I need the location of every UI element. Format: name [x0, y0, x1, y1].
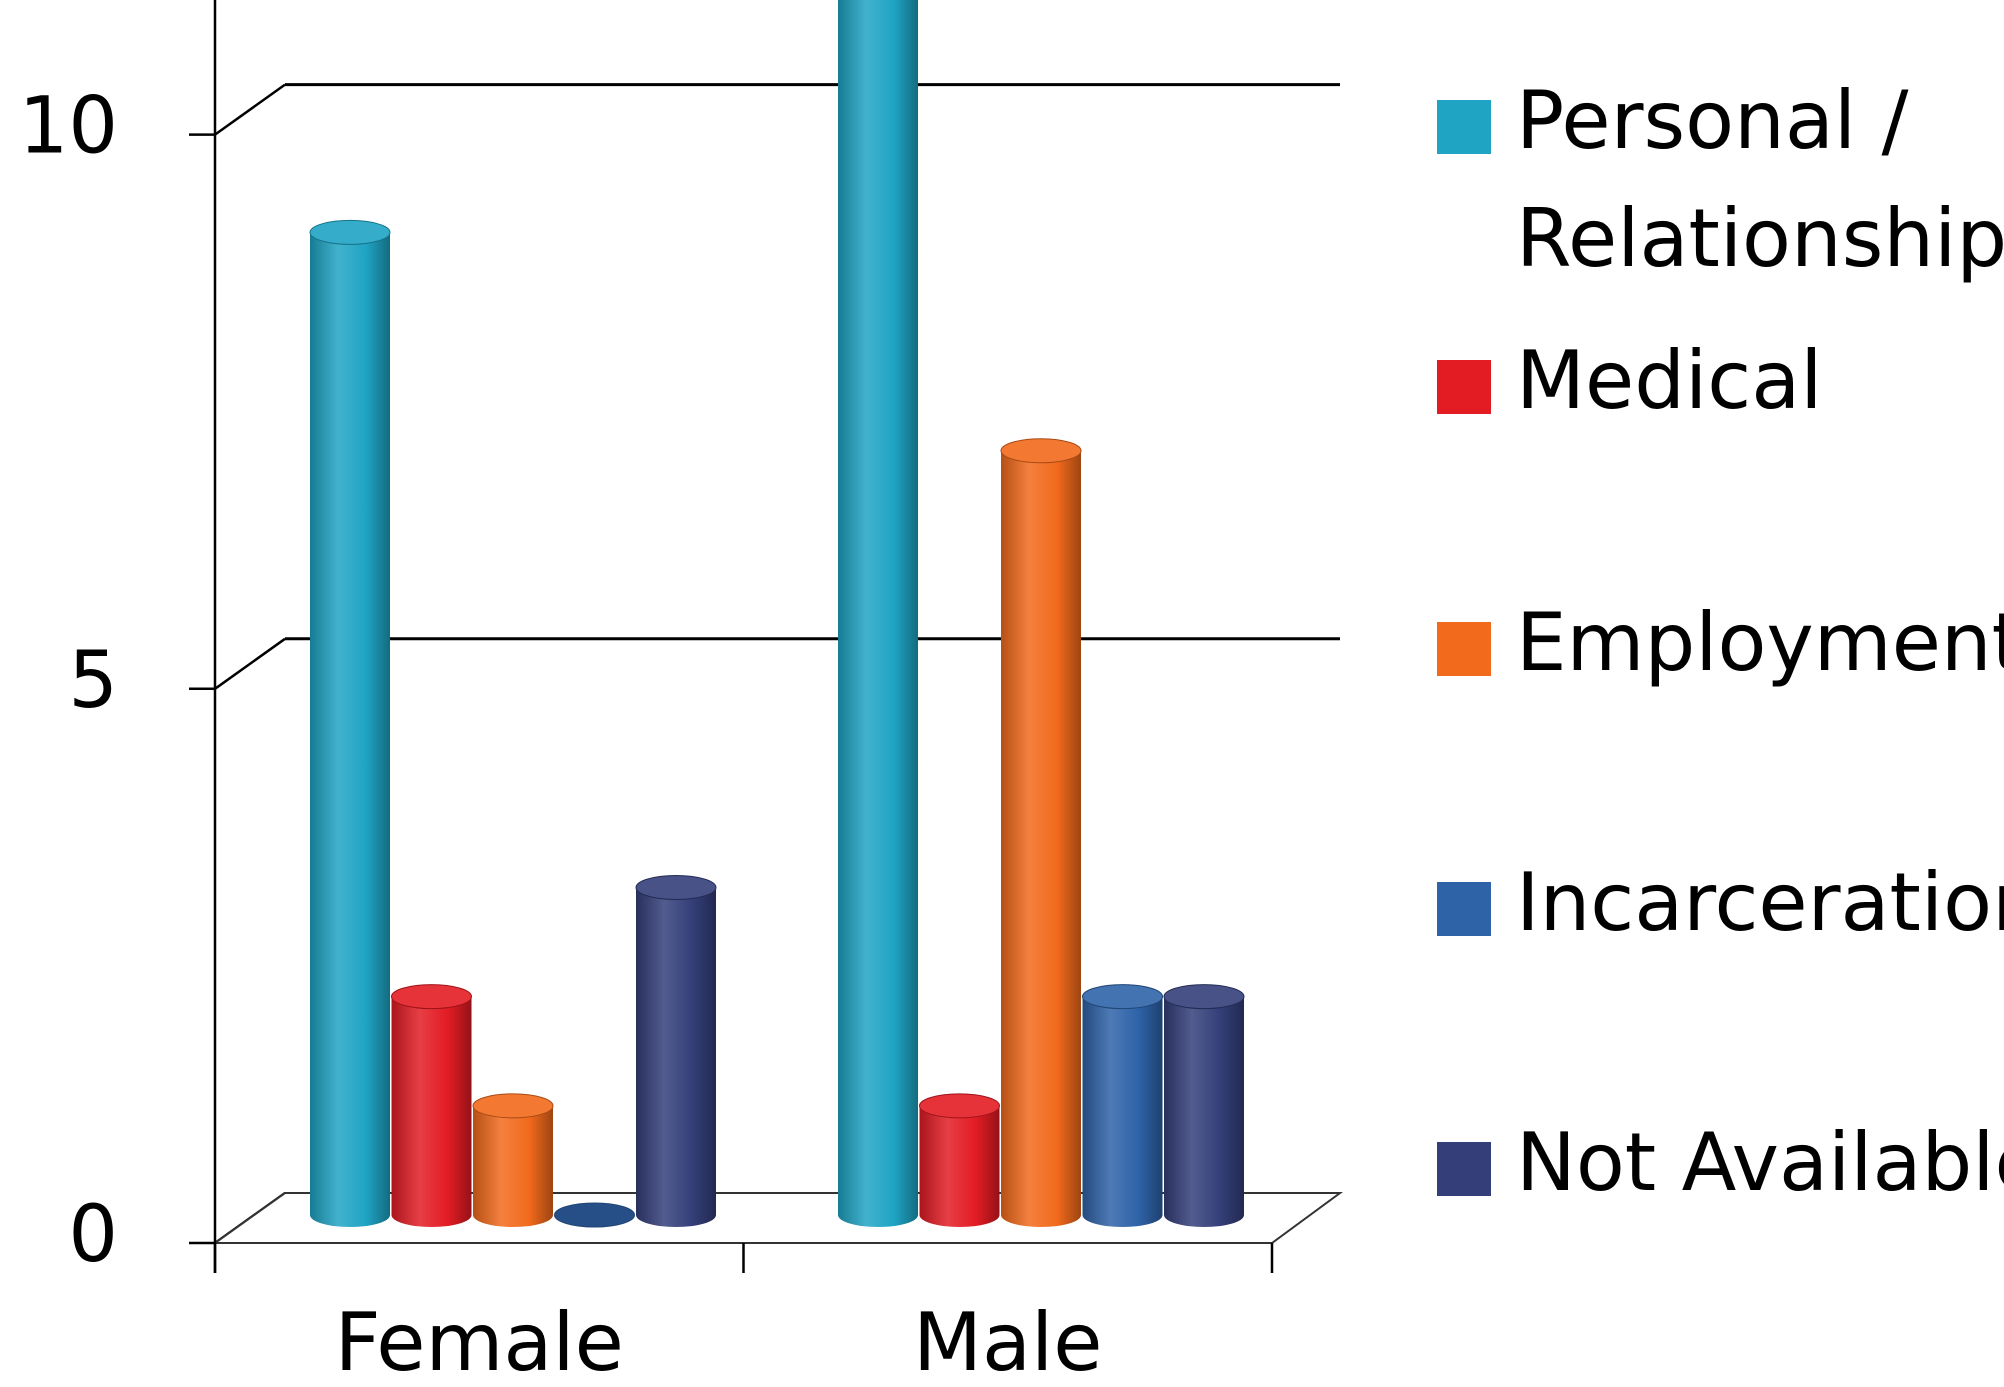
legend-label: Employment — [1516, 596, 2004, 689]
legend-label: Medical — [1516, 334, 1822, 427]
x-tick-label-female: Female — [335, 1296, 624, 1382]
gridlines — [214, 83, 1340, 1245]
y-tick-labels: 0510152025 — [19, 82, 118, 1280]
y-tick-label: 0 — [68, 1190, 118, 1280]
bar-female-medical — [391, 984, 472, 1227]
bar-female-employment — [472, 1093, 554, 1227]
bar-body — [391, 996, 472, 1227]
bar-body — [1082, 996, 1163, 1227]
legend-label: Not Available — [1516, 1116, 2004, 1209]
bar-body — [1001, 450, 1081, 1228]
bar-body — [1164, 996, 1244, 1227]
legend-item-not-available: Not Available — [1437, 1116, 2004, 1209]
grid-connector — [214, 637, 286, 690]
bar-male-employment — [1000, 438, 1082, 1228]
bar-body — [838, 0, 918, 1227]
legend-swatch — [1437, 1142, 1491, 1196]
bar-male-personal-relationship — [838, 0, 918, 1227]
bar-top — [1163, 984, 1245, 1010]
bar-body — [310, 232, 390, 1227]
bar-top — [919, 1093, 1000, 1119]
grid-connector — [214, 83, 286, 136]
bar-female-personal-relationship — [309, 219, 391, 1227]
bars — [309, 0, 1245, 1228]
legend-item-personal-relationship: Personal / Relationship — [1437, 74, 2004, 285]
x-tick-labels: Female Male — [335, 1296, 1103, 1387]
bar-top — [1000, 438, 1082, 464]
bar-female-incarceration — [554, 1202, 635, 1228]
bar-top — [309, 219, 391, 245]
legend-swatch — [1437, 100, 1491, 154]
bar-male-incarceration — [1082, 984, 1163, 1227]
legend-swatch — [1437, 360, 1491, 414]
bar-top — [635, 874, 717, 900]
legend: Personal / Relationship Medical Employment I… — [1437, 74, 2004, 1209]
legend-item-employment: Employment — [1437, 596, 2004, 689]
bar-top — [391, 984, 472, 1010]
y-tick-label: 10 — [19, 82, 118, 172]
bar-body — [636, 887, 716, 1227]
bar-male-medical — [919, 1093, 1000, 1227]
legend-item-medical: Medical — [1437, 334, 1822, 427]
x-tick-label-male: Male — [913, 1296, 1103, 1382]
legend-label: Personal / — [1516, 74, 1909, 167]
legend-label: Relationship — [1516, 192, 2004, 285]
legend-item-incarceration: Incarceration — [1437, 856, 2004, 949]
y-tick-label: 5 — [68, 636, 118, 726]
legend-swatch — [1437, 882, 1491, 936]
legend-swatch — [1437, 622, 1491, 676]
bar-female-not-available — [635, 874, 717, 1227]
bar-top — [1082, 984, 1163, 1010]
bar-body — [919, 1105, 1000, 1227]
bar-top — [554, 1202, 635, 1228]
legend-label: Incarceration — [1516, 856, 2004, 949]
bar-male-not-available — [1163, 984, 1245, 1227]
bar-body — [473, 1105, 553, 1227]
bar-top — [472, 1093, 554, 1119]
